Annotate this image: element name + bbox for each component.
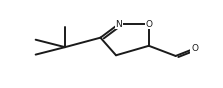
- Text: N: N: [115, 20, 122, 29]
- Text: O: O: [191, 44, 198, 53]
- Text: O: O: [145, 20, 152, 29]
